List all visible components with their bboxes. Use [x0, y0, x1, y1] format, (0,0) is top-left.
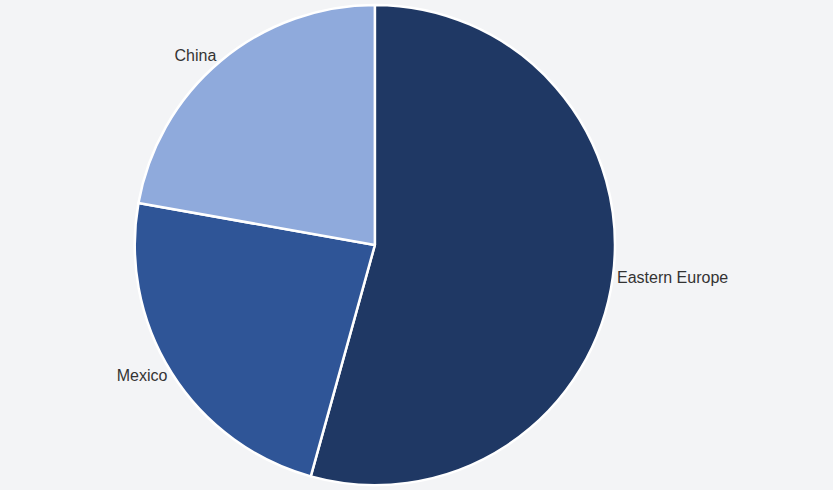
svg-text:Eastern Europe: Eastern Europe	[617, 269, 728, 286]
svg-text:Mexico: Mexico	[117, 367, 168, 384]
svg-text:China: China	[174, 47, 216, 64]
